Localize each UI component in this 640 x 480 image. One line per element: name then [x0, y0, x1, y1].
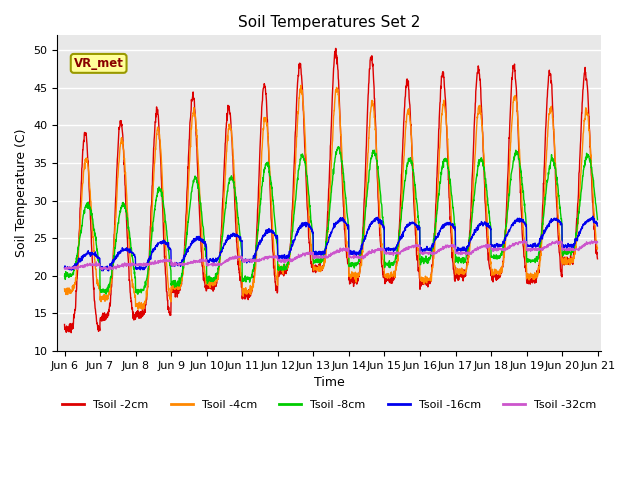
Text: VR_met: VR_met	[74, 57, 124, 70]
Y-axis label: Soil Temperature (C): Soil Temperature (C)	[15, 129, 28, 257]
Legend: Tsoil -2cm, Tsoil -4cm, Tsoil -8cm, Tsoil -16cm, Tsoil -32cm: Tsoil -2cm, Tsoil -4cm, Tsoil -8cm, Tsoi…	[58, 396, 601, 415]
Title: Soil Temperatures Set 2: Soil Temperatures Set 2	[238, 15, 420, 30]
X-axis label: Time: Time	[314, 376, 345, 389]
